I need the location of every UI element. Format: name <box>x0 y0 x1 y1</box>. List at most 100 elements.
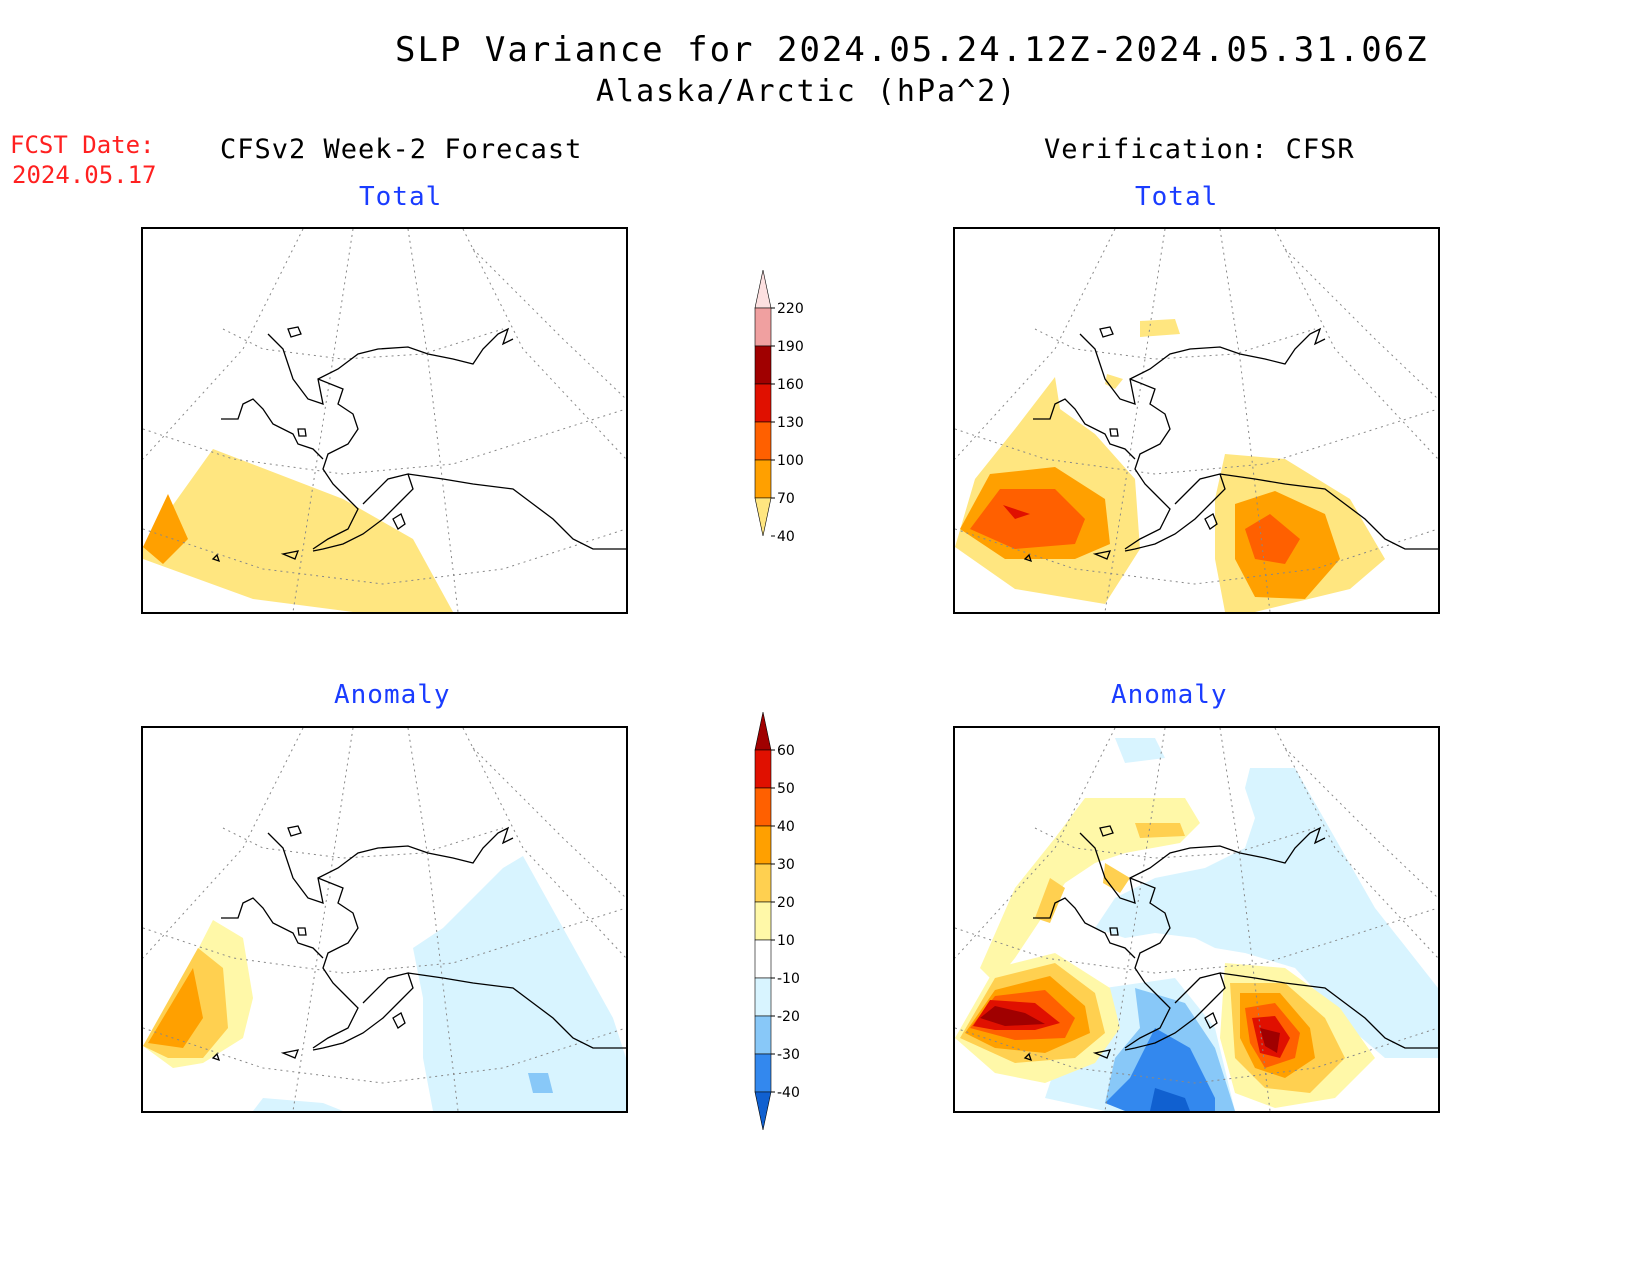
verification-anomaly-field <box>955 738 1438 1111</box>
anomaly-colorbar-tick-label-5: 10 <box>777 933 795 949</box>
forecast-anomaly-field <box>143 856 626 1111</box>
anomaly-colorbar-svg: 60 50 40 30 20 10 -10 -20 -30 -40 <box>754 711 800 1131</box>
graticule-line-3 <box>462 229 626 460</box>
graticule <box>143 229 626 612</box>
total-colorbar-tick-label-3: 130 <box>777 415 804 431</box>
coastline-segment-5 <box>1099 326 1114 338</box>
graticule-line-5 <box>222 827 504 859</box>
coastline-segment-0 <box>1079 826 1326 904</box>
anomaly-colorbar-swatch-7 <box>754 977 772 1017</box>
coastline-segment-2 <box>1124 473 1226 552</box>
verification-anomaly-map <box>953 726 1440 1113</box>
graticule-line-6 <box>955 907 1438 974</box>
anomaly-colorbar-tick-label-1: 50 <box>777 781 795 797</box>
anomaly-colorbar-tick-label-0: 60 <box>777 743 795 759</box>
graticule-line-2 <box>407 229 459 612</box>
coastline-segment-6 <box>297 927 307 936</box>
coastline <box>1023 326 1438 563</box>
coastline <box>211 825 626 1062</box>
coastline-segment-1 <box>1124 877 1171 1049</box>
anomaly-colorbar-top-triangle <box>754 711 772 751</box>
coastline-segment-6 <box>1109 927 1119 936</box>
graticule-line-1 <box>292 229 354 612</box>
coastline-segment-3 <box>407 473 626 550</box>
graticule-line-5 <box>222 328 504 360</box>
coastline <box>211 326 626 563</box>
graticule-line-0 <box>143 229 304 460</box>
graticule-line-3 <box>1274 728 1438 959</box>
anomaly-colorbar: 60 50 40 30 20 10 -10 -20 -30 -40 <box>740 706 820 1140</box>
graticule-line-6 <box>143 907 626 974</box>
graticule <box>955 229 1438 612</box>
graticule-line-6 <box>143 408 626 475</box>
coastline-segment-3 <box>1219 972 1438 1049</box>
graticule-line-7 <box>143 1027 626 1084</box>
figure-title: SLP Variance for 2024.05.24.12Z-2024.05.… <box>395 30 1429 70</box>
coastline-segment-4 <box>221 398 324 460</box>
graticule-line-4 <box>1284 248 1438 400</box>
coastline-segment-8 <box>280 1049 300 1059</box>
coastline-segment-0 <box>267 826 514 904</box>
coastline <box>1023 825 1438 1062</box>
verification-total-label: Total <box>1135 182 1219 212</box>
coastline-segment-9 <box>1023 553 1033 563</box>
coastline-segment-7 <box>392 513 406 530</box>
verification-column-title: Verification: CFSR <box>1044 134 1355 165</box>
graticule-line-1 <box>1104 728 1166 1111</box>
anomaly-colorbar-swatch-2 <box>754 787 772 827</box>
graticule-line-6 <box>955 408 1438 475</box>
forecast-total-label: Total <box>359 182 443 212</box>
forecast-total-field <box>143 449 453 612</box>
coastline-segment-2 <box>312 972 414 1051</box>
anomaly-colorbar-tick-label-3: 30 <box>777 857 795 873</box>
total-colorbar-tick-label-2: 160 <box>777 377 804 393</box>
verification-total-map <box>953 227 1440 614</box>
coastline-segment-1 <box>1124 378 1171 550</box>
graticule-line-2 <box>1219 229 1271 612</box>
forecast-total-map <box>141 227 628 614</box>
graticule-line-7 <box>955 528 1438 585</box>
anomaly-colorbar-tick-label-8: -30 <box>777 1047 800 1063</box>
anomaly-colorbar-tick-label-9: -40 <box>777 1085 800 1101</box>
anomaly-colorbar-tick-label-2: 40 <box>777 819 795 835</box>
forecast-anomaly-map <box>141 726 628 1113</box>
coastline-segment-7 <box>392 1012 406 1029</box>
graticule-line-1 <box>292 728 354 1111</box>
anomaly-colorbar-swatch-1 <box>754 749 772 789</box>
total-colorbar-swatch-3 <box>754 383 772 423</box>
graticule-line-0 <box>143 728 304 959</box>
coastline-segment-9 <box>1023 1052 1033 1062</box>
coastline-segment-4 <box>221 897 324 959</box>
total-colorbar-tick-label-1: 190 <box>777 339 804 355</box>
coastline-segment-3 <box>1219 473 1438 550</box>
anomaly-colorbar-swatch-5 <box>754 901 772 941</box>
total-colorbar-tick-label-4: 100 <box>777 453 804 469</box>
forecast-column-title: CFSv2 Week-2 Forecast <box>220 134 583 165</box>
graticule-line-2 <box>407 728 459 1111</box>
total-colorbar-swatch-2 <box>754 345 772 385</box>
coastline-segment-4 <box>1033 897 1136 959</box>
anomaly-colorbar-bottom-triangle <box>754 1091 772 1131</box>
anomaly-colorbar-swatch-4 <box>754 863 772 903</box>
total-colorbar-swatch-4 <box>754 421 772 461</box>
coastline-segment-0 <box>267 327 514 405</box>
coastline-segment-1 <box>312 378 359 550</box>
coastline-segment-6 <box>1109 428 1119 437</box>
coastline-segment-8 <box>1092 550 1112 560</box>
graticule-line-3 <box>462 728 626 959</box>
coastline-segment-8 <box>1092 1049 1112 1059</box>
coastline-segment-8 <box>280 550 300 560</box>
anomaly-colorbar-tick-label-6: -10 <box>777 971 800 987</box>
anomaly-colorbar-tick-label-7: -20 <box>777 1009 800 1025</box>
total-colorbar-tick-label-0: 220 <box>777 301 804 317</box>
graticule-line-4 <box>472 747 626 899</box>
total-colorbar-swatch-5 <box>754 459 772 499</box>
graticule-line-1 <box>1104 229 1166 612</box>
graticule-line-4 <box>472 248 626 400</box>
coastline-segment-5 <box>287 326 302 338</box>
total-colorbar-bottom-triangle <box>754 497 772 537</box>
graticule-line-3 <box>1274 229 1438 460</box>
coastline-segment-2 <box>312 473 414 552</box>
coastline-segment-6 <box>297 428 307 437</box>
anomaly-colorbar-tick-label-4: 20 <box>777 895 795 911</box>
